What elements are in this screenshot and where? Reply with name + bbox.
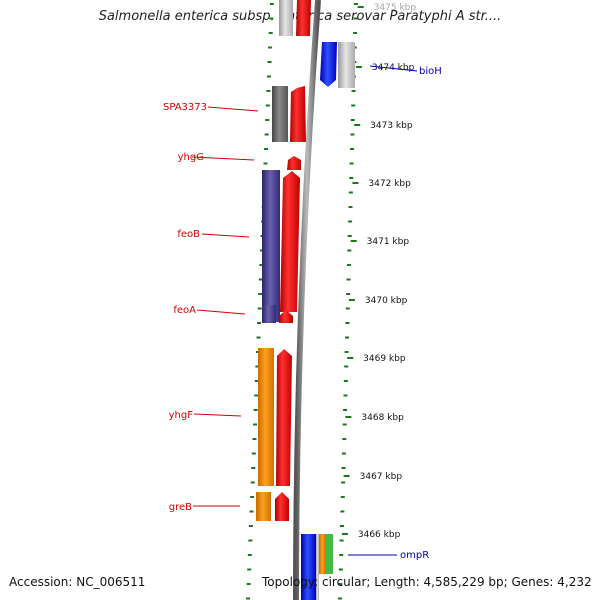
gene-label-feoa: feoA — [173, 305, 196, 316]
gene-top-red — [296, 0, 311, 36]
gene-bioh — [320, 42, 337, 87]
gene-label-feob: feoB — [177, 229, 200, 240]
gene-label-yhgf: yhgF — [169, 410, 194, 421]
topology-text: Topology: circular; Length: 4,585,229 bp… — [262, 575, 592, 589]
kbp-tick-label: 3472 kbp — [368, 179, 411, 189]
gene-label-yhgg: yhgG — [178, 152, 204, 163]
gene-ompr-light — [316, 534, 319, 600]
gene-label-bioh: bioH — [419, 66, 442, 77]
gene-yhgf-cds — [276, 349, 292, 486]
gene-greb-cds — [275, 492, 289, 521]
gene-label-ompr: ompR — [400, 550, 429, 561]
gene-spa3373 — [272, 86, 288, 142]
kbp-tick-label: 3467 kbp — [360, 472, 403, 482]
left-gene-labels: SPA3373 yhgG feoB feoA yhgF greB — [163, 102, 259, 513]
kbp-tick-label: 3469 kbp — [363, 354, 406, 364]
gene-yhgg — [287, 156, 301, 170]
kbp-tick-label: 3475 kbp — [374, 3, 417, 13]
gene-label-spa3373: SPA3373 — [163, 102, 207, 113]
gene-label-greb: greB — [169, 502, 192, 513]
gene-spa3373-cds — [290, 86, 306, 142]
kbp-tick-label: 3473 kbp — [370, 121, 413, 131]
gene-envz-orange — [319, 534, 326, 574]
gene-yhgf — [258, 348, 274, 486]
gene-greb — [256, 492, 271, 521]
gene-feoa — [262, 305, 276, 323]
gene-feob — [262, 170, 280, 322]
gene-bioh-neighbor — [338, 42, 355, 88]
gene-feob-cds — [280, 171, 300, 312]
kbp-tick-label: 3471 kbp — [367, 237, 410, 247]
gene-ompr-blue — [301, 534, 316, 600]
kbp-tick-label: 3468 kbp — [361, 413, 404, 423]
kbp-tick-label: 3470 kbp — [365, 296, 408, 306]
gene-feoa-cds — [279, 310, 293, 323]
right-gene-labels: bioH ompR — [348, 65, 442, 561]
genome-backbone — [293, 0, 321, 600]
inner-dotted-ring — [338, 3, 358, 600]
kbp-tick-label: 3466 kbp — [358, 530, 401, 540]
gene-envz-green — [326, 534, 333, 574]
gene-top-grey — [279, 0, 293, 36]
accession-text: Accession: NC_006511 — [9, 575, 146, 589]
